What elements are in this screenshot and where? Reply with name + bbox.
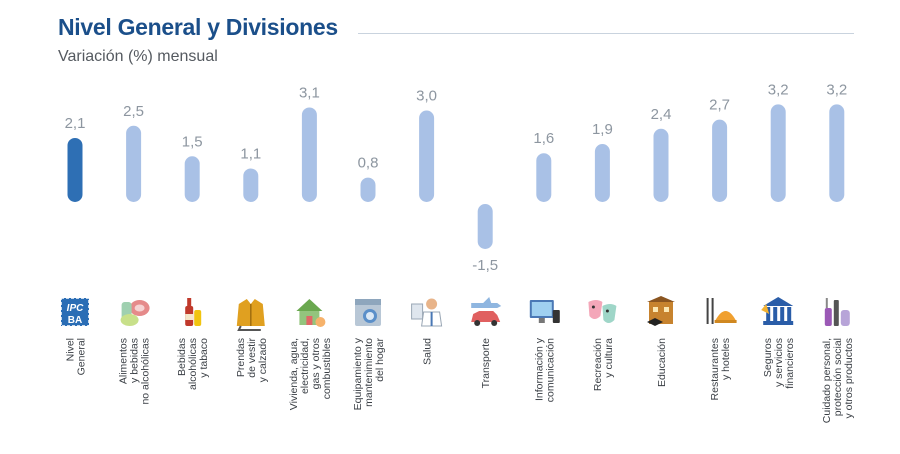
category-label: Vivienda, agua,electricidad,gas y otrosc… <box>288 338 333 410</box>
bar <box>653 128 669 202</box>
value-label: -1,5 <box>472 257 498 274</box>
bar <box>126 125 142 202</box>
category-label: Recreacióny cultura <box>592 338 615 391</box>
theater-masks-icon <box>588 300 617 323</box>
chart-subtitle: Variación (%) mensual <box>58 48 218 65</box>
value-label: 3,1 <box>299 84 320 101</box>
value-label: 1,1 <box>240 145 261 162</box>
chart-title: Nivel General y Divisiones <box>58 14 338 40</box>
school-icon <box>647 296 675 326</box>
category-label: Restaurantesy hoteles <box>709 338 732 400</box>
category-label: Transporte <box>480 338 492 389</box>
header-divider <box>358 33 854 34</box>
bar <box>712 119 728 202</box>
bar <box>477 204 493 249</box>
personal-care-icon <box>824 298 850 326</box>
category-label: Bebidasalcohólicasy tabaco <box>176 338 210 390</box>
bar <box>67 137 83 202</box>
value-label: 2,5 <box>123 103 144 120</box>
category-label: Alimentosy bebidasno alcohólicas <box>118 338 152 405</box>
house-icon <box>296 299 326 327</box>
bar <box>829 104 845 202</box>
category-label: Educación <box>656 338 668 387</box>
bar <box>360 177 376 202</box>
wine-bottle-icon <box>185 298 202 326</box>
bar <box>770 104 786 202</box>
value-label: 1,5 <box>182 133 203 150</box>
jacket-icon <box>236 299 265 331</box>
computer-icon <box>529 300 560 323</box>
value-label: 2,4 <box>651 106 672 123</box>
category-label: Información ycomunicación <box>533 337 556 402</box>
bar <box>536 153 552 202</box>
bar <box>419 110 435 202</box>
value-label: 2,7 <box>709 97 730 114</box>
category-label: Salud <box>422 338 434 365</box>
category-label: NivelGeneral <box>65 338 88 375</box>
bar <box>184 156 200 202</box>
washing-machine-icon <box>355 299 381 326</box>
category-label: Prendasde vestiry calzado <box>235 338 269 383</box>
food-icon <box>120 300 150 326</box>
value-label: 0,8 <box>358 155 379 172</box>
doctor-icon <box>411 298 443 327</box>
value-label: 2,1 <box>65 115 86 132</box>
value-label: 1,6 <box>533 130 554 147</box>
category-label: Segurosy serviciosfinancieros <box>762 338 796 389</box>
value-label: 1,9 <box>592 121 613 138</box>
value-label: 3,0 <box>416 88 437 105</box>
value-label: 3,2 <box>826 81 847 98</box>
airplane-car-icon <box>471 297 502 326</box>
ipc-logo-text: IPC <box>67 303 84 314</box>
value-label: 3,2 <box>768 81 789 98</box>
category-label: Cuidado personal,protección socialy otro… <box>821 338 855 423</box>
bar <box>243 168 259 202</box>
ipc-logo-subtext: BA <box>68 315 82 326</box>
category-label: Equipamiento ymantenimientodel hogar <box>352 337 386 410</box>
bank-icon <box>761 297 794 325</box>
bar <box>594 144 610 202</box>
bar <box>301 107 317 202</box>
cutlery-icon <box>706 298 737 324</box>
